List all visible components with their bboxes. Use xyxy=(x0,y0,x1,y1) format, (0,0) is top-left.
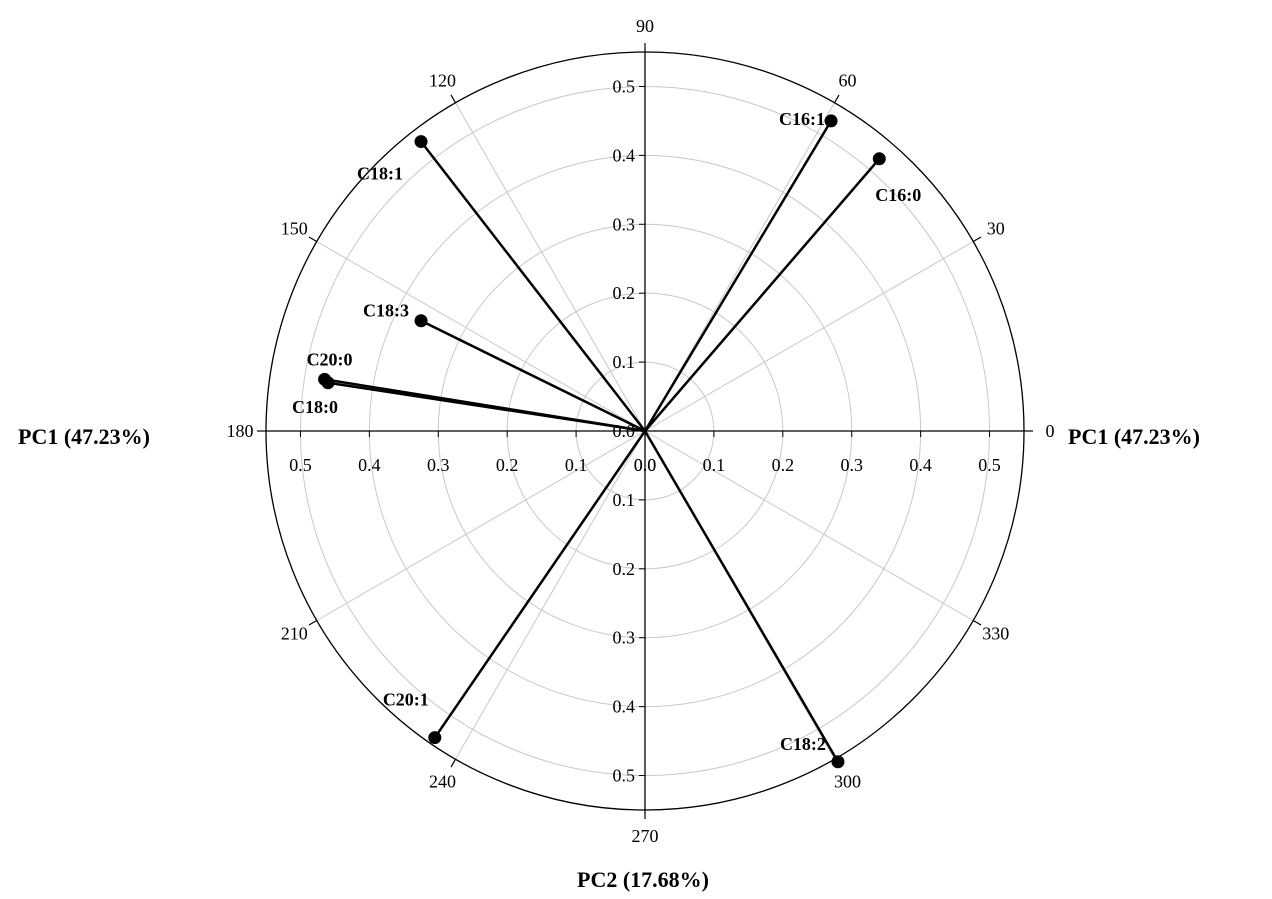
radial-tick-label-left: 0.5 xyxy=(289,455,312,475)
radial-tick-label-up: 0.2 xyxy=(613,283,636,303)
radial-tick-label-up: 0.1 xyxy=(613,352,636,372)
loading-vector xyxy=(644,157,881,432)
angular-spoke xyxy=(644,430,974,621)
angular-spoke xyxy=(644,241,974,432)
radial-tick-label-down: 0.4 xyxy=(613,697,636,717)
radial-tick-label-up: 0.4 xyxy=(613,145,636,165)
loading-label: C16:1 xyxy=(779,109,825,129)
angle-tick-label: 270 xyxy=(632,826,659,846)
axis-title-right: PC1 (47.23%) xyxy=(1068,424,1200,449)
radial-tick-label-right: 0.3 xyxy=(840,455,863,475)
loading-vector xyxy=(643,430,840,763)
loading-vector xyxy=(420,140,646,432)
radial-tick-label-left: 0.2 xyxy=(496,455,519,475)
vector-layer xyxy=(318,114,886,769)
loading-label: C20:0 xyxy=(307,349,353,369)
axis-title-left: PC1 (47.23%) xyxy=(18,424,150,449)
angle-tick-label: 150 xyxy=(281,219,308,239)
radial-tick-label-down: 0.5 xyxy=(613,766,636,786)
axis-layer: 03060901201501802102402703003300.00.00.0… xyxy=(227,16,1055,846)
angle-tick-label: 60 xyxy=(839,70,857,90)
loading-point xyxy=(824,114,838,128)
angle-tick-label: 30 xyxy=(987,219,1005,239)
angular-spoke xyxy=(316,430,646,621)
loading-label: C16:0 xyxy=(875,185,921,205)
loading-point xyxy=(321,376,335,390)
axis-title-bottom: PC2 (17.68%) xyxy=(577,867,709,892)
radial-tick-label-left: 0.1 xyxy=(565,455,588,475)
angle-tick xyxy=(972,619,982,626)
radial-tick-label-down: 0.2 xyxy=(613,559,636,579)
angle-tick xyxy=(972,236,982,243)
radial-tick-label-right: 0.2 xyxy=(772,455,795,475)
angular-spoke xyxy=(316,241,646,432)
loading-point xyxy=(414,135,428,149)
angle-tick-label: 0 xyxy=(1046,421,1055,441)
loading-label: C18:0 xyxy=(292,397,338,417)
angular-spoke xyxy=(455,430,646,760)
angle-tick-label: 210 xyxy=(281,624,308,644)
radial-tick-label-right: 0.5 xyxy=(978,455,1001,475)
radial-tick-label-up: 0.5 xyxy=(613,76,636,96)
angle-tick xyxy=(833,94,840,104)
label-layer: C16:1 C16:0 C18:1 C18:3 C20:0 C18:0 C20:1 C18:2 xyxy=(292,109,921,754)
angle-tick-label: 330 xyxy=(982,624,1009,644)
loading-vector xyxy=(327,381,646,433)
radial-tick-label-down: 0.1 xyxy=(613,490,636,510)
angle-tick xyxy=(450,94,457,104)
angle-tick xyxy=(450,758,457,768)
radial-tick-label-right: 0.4 xyxy=(909,455,932,475)
radial-tick-label-left: 0.0 xyxy=(634,455,657,475)
loading-vector xyxy=(433,430,647,739)
loading-label: C18:1 xyxy=(357,164,403,184)
loading-label: C18:2 xyxy=(780,734,826,754)
radial-tick-label-right: 0.1 xyxy=(703,455,726,475)
loading-label: C18:3 xyxy=(363,301,409,321)
radial-tick-label-up: 0.3 xyxy=(613,214,636,234)
loading-vector xyxy=(420,319,646,433)
angle-tick-label: 240 xyxy=(429,772,456,792)
loading-point xyxy=(414,314,428,328)
angle-tick xyxy=(308,236,318,243)
radial-tick-label-left: 0.4 xyxy=(358,455,381,475)
angle-tick-label: 90 xyxy=(636,16,654,36)
loading-label: C20:1 xyxy=(383,690,429,710)
radial-tick-label-left: 0.3 xyxy=(427,455,450,475)
radial-tick-label-right: 0.0 xyxy=(634,455,657,475)
angular-spoke xyxy=(455,102,646,432)
angle-tick-label: 120 xyxy=(429,70,456,90)
loading-point xyxy=(428,731,442,745)
angle-tick-label: 180 xyxy=(227,421,254,441)
loading-point xyxy=(831,755,845,769)
angle-tick-label: 300 xyxy=(834,772,861,792)
angle-tick xyxy=(308,619,318,626)
loading-point xyxy=(872,152,886,166)
loading-vector xyxy=(643,120,833,432)
radial-tick-label-down: 0.3 xyxy=(613,628,636,648)
